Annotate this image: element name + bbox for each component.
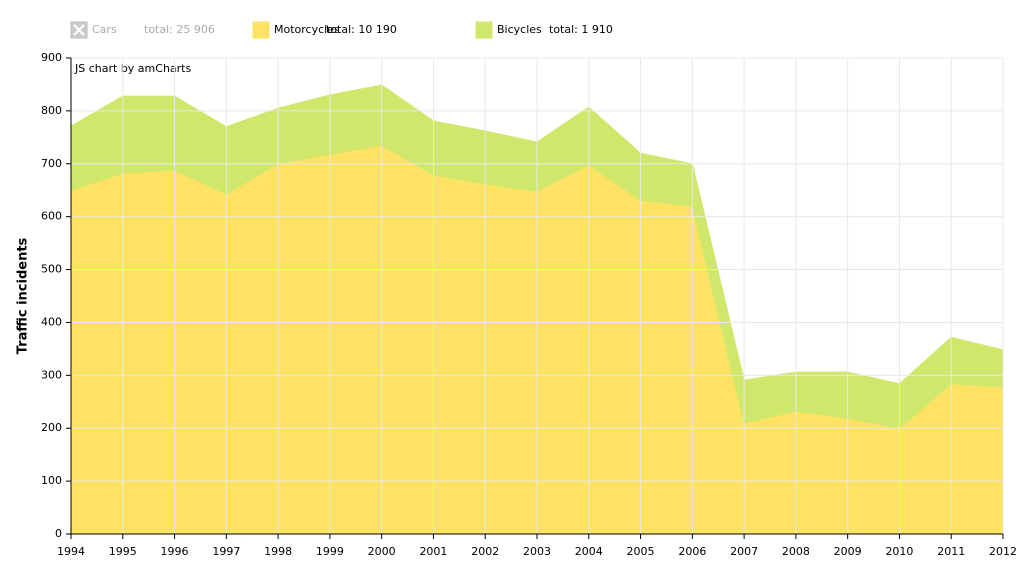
- x-tick-label: 2007: [730, 545, 758, 558]
- x-tick-label: 2004: [575, 545, 603, 558]
- x-tick-label: 1998: [264, 545, 292, 558]
- x-tick-label: 2000: [368, 545, 396, 558]
- y-tick-label: 600: [41, 210, 62, 223]
- legend-label[interactable]: Cars: [92, 23, 117, 36]
- x-tick-label: 1995: [109, 545, 137, 558]
- x-tick-label: 2008: [782, 545, 810, 558]
- x-tick-label: 2009: [834, 545, 862, 558]
- legend-marker[interactable]: [252, 21, 270, 39]
- y-tick-label: 200: [41, 421, 62, 434]
- y-tick-label: 300: [41, 368, 62, 381]
- x-tick-label: 2002: [471, 545, 499, 558]
- legend-total: total: 25 906: [144, 23, 215, 36]
- x-tick-label: 2001: [419, 545, 447, 558]
- x-tick-label: 1997: [212, 545, 240, 558]
- y-tick-label: 100: [41, 474, 62, 487]
- watermark: JS chart by amCharts: [74, 62, 191, 75]
- y-tick-label: 400: [41, 315, 62, 328]
- legend-cross: [73, 24, 85, 36]
- x-tick-label: 1999: [316, 545, 344, 558]
- y-tick-label: 800: [41, 104, 62, 117]
- legend-total: total: 1 910: [549, 23, 613, 36]
- legend-marker[interactable]: [475, 21, 493, 39]
- legend-label[interactable]: Bicycles: [497, 23, 542, 36]
- x-tick-label: 2006: [678, 545, 706, 558]
- legend-label[interactable]: Motorcycles: [274, 23, 340, 36]
- x-tick-label: 2005: [627, 545, 655, 558]
- y-tick-label: 900: [41, 51, 62, 64]
- x-tick-label: 2010: [885, 545, 913, 558]
- x-tick-label: 2003: [523, 545, 551, 558]
- y-tick-label: 700: [41, 157, 62, 170]
- x-tick-label: 1994: [57, 545, 85, 558]
- x-tick-label: 2011: [937, 545, 965, 558]
- x-tick-label: 1996: [161, 545, 189, 558]
- x-tick-label: 2012: [989, 545, 1017, 558]
- legend-total: total: 10 190: [326, 23, 397, 36]
- y-axis-title: Traffic incidents: [16, 237, 31, 354]
- y-tick-label: 0: [55, 527, 62, 540]
- y-tick-label: 500: [41, 263, 62, 276]
